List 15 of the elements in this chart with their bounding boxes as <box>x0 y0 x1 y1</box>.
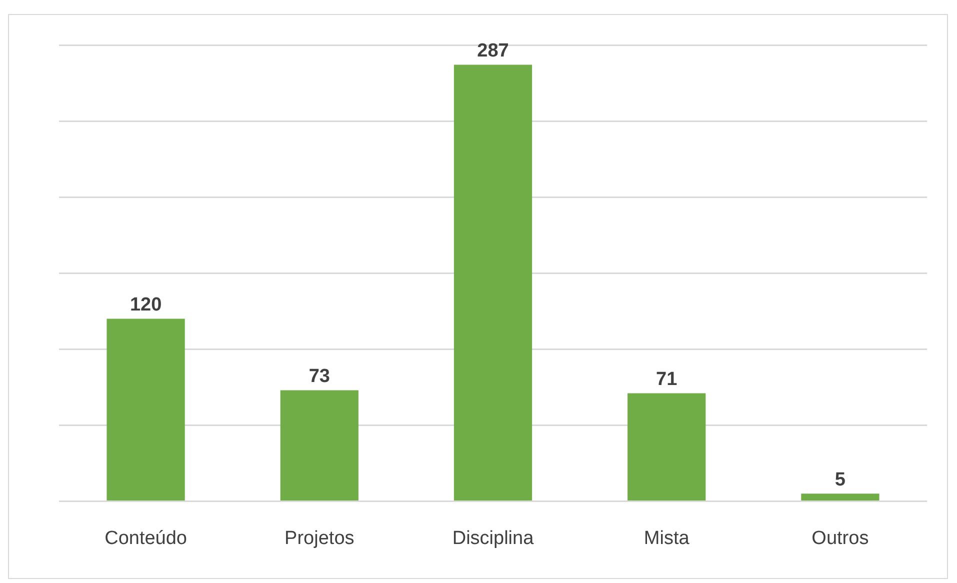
bar <box>454 64 532 500</box>
data-label: 287 <box>477 40 509 62</box>
bar <box>106 318 185 500</box>
data-label: 71 <box>656 368 678 390</box>
bar <box>280 390 358 500</box>
bar <box>628 393 706 500</box>
x-tick-label: Disciplina <box>452 528 534 549</box>
data-label: 5 <box>834 469 846 490</box>
x-tick-label: Outros <box>812 528 869 549</box>
data-label: 120 <box>130 294 162 316</box>
bar <box>801 494 880 500</box>
x-tick-label: Mista <box>644 528 690 549</box>
x-tick-label: Projetos <box>284 528 354 549</box>
data-label: 73 <box>308 366 330 387</box>
x-tick-label: Conteúdo <box>104 528 188 549</box>
